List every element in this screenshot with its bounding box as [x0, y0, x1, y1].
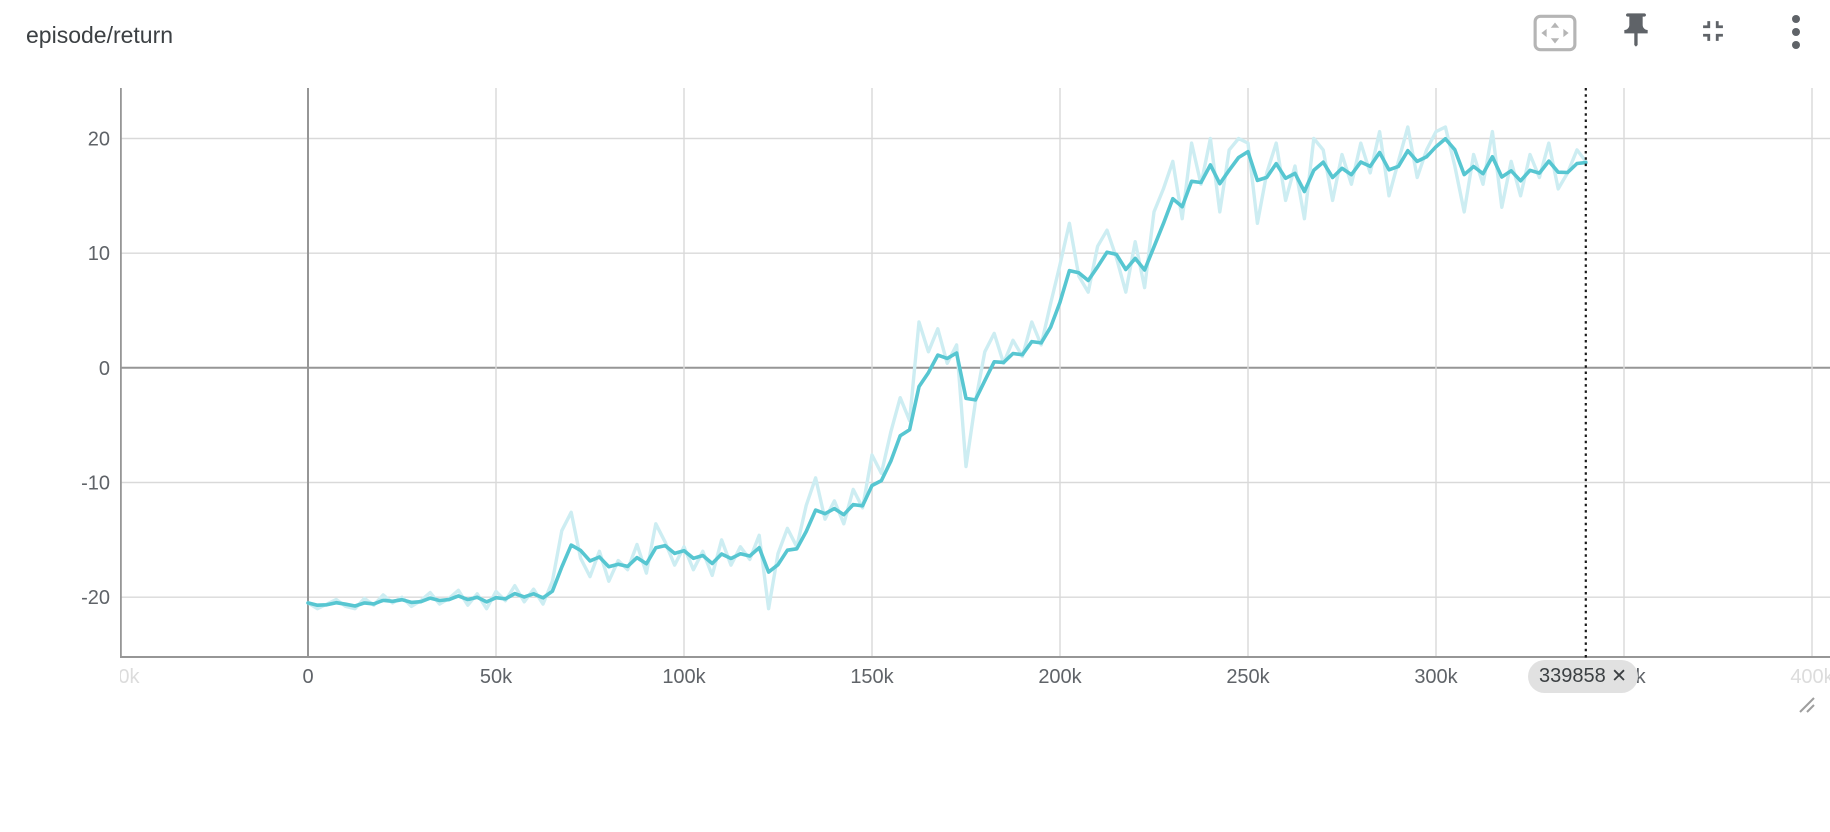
svg-text:0: 0: [302, 666, 313, 688]
svg-text:200k: 200k: [1038, 666, 1082, 688]
resize-grip-icon[interactable]: [1797, 695, 1816, 714]
chart-title: episode/return: [26, 22, 174, 48]
pin-icon[interactable]: [1616, 10, 1656, 50]
svg-text:250k: 250k: [1226, 666, 1270, 688]
close-icon[interactable]: ✕: [1611, 666, 1627, 687]
svg-text:20: 20: [88, 129, 110, 151]
step-cursor-value: 339858: [1539, 665, 1606, 687]
svg-text:100k: 100k: [662, 666, 706, 688]
collapse-card-icon[interactable]: [1696, 14, 1730, 48]
step-cursor-badge[interactable]: 339858 ✕: [1528, 660, 1638, 693]
svg-text:400k: 400k: [1790, 666, 1830, 688]
svg-text:150k: 150k: [850, 666, 894, 688]
svg-text:300k: 300k: [1414, 666, 1458, 688]
svg-text:-50k: -50k: [101, 666, 141, 688]
more-options-icon[interactable]: [1783, 11, 1809, 53]
run-table: Run↑ Smoothed Value Step Relative . 18.4…: [0, 714, 1830, 832]
svg-text:-10: -10: [81, 473, 110, 495]
svg-text:-20: -20: [81, 587, 110, 609]
fit-to-domain-icon[interactable]: [1532, 13, 1578, 53]
svg-text:0: 0: [99, 358, 110, 380]
svg-text:10: 10: [88, 243, 110, 265]
svg-text:50k: 50k: [480, 666, 513, 688]
